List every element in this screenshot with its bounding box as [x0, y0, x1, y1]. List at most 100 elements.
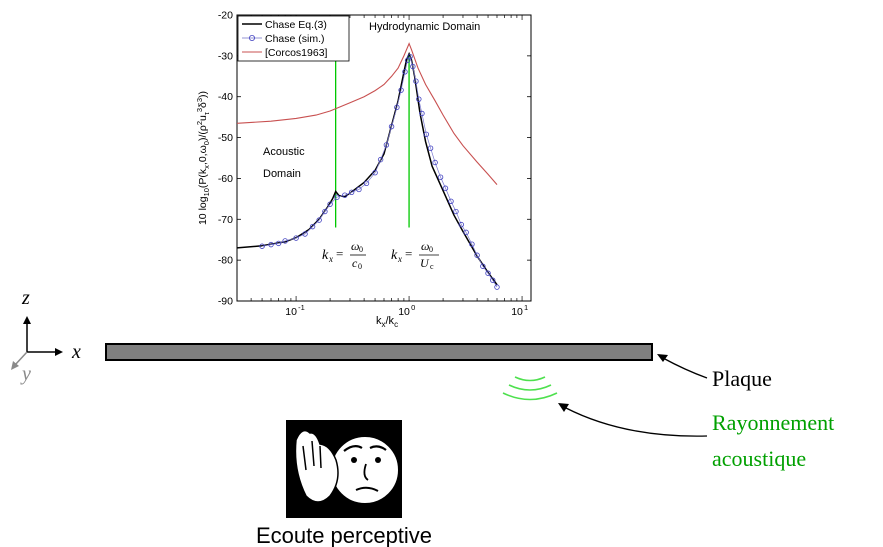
coordinate-axes: z x y: [11, 287, 81, 385]
acoustic-domain-label-line1: Acoustic: [263, 146, 305, 158]
x-tick-label-exp: 0: [411, 303, 415, 312]
plot-frame: [236, 14, 532, 302]
y-tick-label: -70: [218, 214, 233, 226]
x-axis-arrowhead: [55, 348, 63, 356]
eq1-k-sub: x: [328, 254, 333, 264]
series-chase-sim-point: [448, 198, 454, 205]
series-chase-sim-point: [356, 186, 362, 193]
y-tick-label: -20: [218, 10, 233, 22]
wave-3: [502, 392, 558, 401]
y-axis-label-coord: y: [20, 363, 31, 385]
y-tick-label: -50: [218, 132, 233, 144]
listening-hand: [294, 429, 339, 503]
legend-label-chase-eq: Chase Eq.(3): [265, 19, 327, 31]
y-tick-label: -30: [218, 50, 233, 62]
x-axis: 10 -1 10 0 10 1: [236, 15, 528, 318]
series-chase-sim-point: [302, 231, 308, 237]
series-chase-sim-point: [413, 78, 419, 84]
z-axis-arrowhead: [23, 316, 31, 324]
legend: Chase Eq.(3) Chase (sim.) [Corcos1963]: [237, 15, 350, 62]
listening-icon: [286, 420, 402, 518]
y-axis: -90 -80 -70 -60 -50 -40 -30 -20: [218, 10, 531, 308]
x-tick-label-exp: -1: [298, 303, 305, 312]
series-chase-sim-point: [383, 142, 390, 148]
x-axis-label: kx/kc: [376, 315, 398, 329]
z-axis-label: z: [21, 287, 30, 309]
y-axis-label: 10 log10(P(kx,0,ω0)/(ρ2uτ3δ3)): [195, 91, 211, 225]
plate-arrow: [662, 357, 708, 379]
radiation-arrowhead: [558, 403, 569, 412]
series-chase-sim-point: [416, 96, 422, 102]
series-corcos1963: [237, 42, 498, 185]
series-chase-sim-point: [480, 263, 486, 269]
equation-acoustic: k x = ω 0 c 0: [322, 239, 366, 271]
svg-text:10 log10(P(kx,0,ω0)/(ρ2uτ3δ3)): 10 log10(P(kx,0,ω0)/(ρ2uτ3δ3)): [195, 91, 211, 225]
radiation-label-line2: acoustique: [712, 446, 806, 471]
series-chase-sim-point: [293, 235, 299, 241]
series-chase-sim-point: [402, 69, 408, 75]
series-chase-sim-point: [442, 185, 449, 191]
acoustic-domain-label-line2: Domain: [263, 168, 301, 180]
listening-eye-right: [375, 457, 381, 463]
series-chase-sim-point: [404, 57, 411, 64]
eq1-den: c: [352, 256, 358, 270]
series-chase-sim-point: [316, 217, 322, 223]
series-chase-sim-point: [432, 159, 438, 166]
series-chase-sim-point: [407, 53, 413, 60]
plate-label: Plaque: [712, 366, 772, 391]
series-chase-sim-point: [388, 123, 395, 130]
x-tick-label: 10: [285, 306, 297, 318]
series-chase-sim-point: [490, 277, 496, 283]
series-chase-sim-point: [398, 87, 404, 93]
series-chase-sim-point: [453, 208, 459, 215]
legend-label-corcos: [Corcos1963]: [265, 47, 328, 59]
series-chase-sim-point: [485, 270, 491, 276]
x-tick-label-exp: 1: [524, 303, 528, 312]
series-chase-sim-point: [410, 63, 416, 70]
series-chase-sim-point: [282, 238, 288, 244]
y-tick-label: -60: [218, 173, 233, 185]
eq1-num: ω: [351, 239, 359, 253]
y-tick-label: -80: [218, 255, 233, 267]
spectrum-chart: -90-80-70-60-50-40-30-20 10 -1 10 0 10 1 Chas…: [195, 10, 532, 329]
plate: [105, 343, 653, 361]
series-chase-sim-point: [437, 174, 444, 180]
y-axis-arrow: [14, 351, 28, 366]
eq2-den: U: [420, 256, 430, 270]
x-tick-label: 10: [398, 306, 410, 318]
series-chase-sim-point: [423, 131, 429, 138]
eq2-den-sub: c: [430, 262, 434, 271]
eq2-k: k: [391, 248, 398, 263]
series-chase-sim-point: [327, 201, 333, 207]
acoustic-radiation-waves: [502, 376, 558, 401]
series-chase-sim-point: [458, 221, 465, 228]
series-chase-sim-point: [322, 208, 328, 215]
eq1-k: k: [322, 248, 329, 263]
wave-2: [508, 384, 552, 391]
listening-eye-left: [351, 457, 357, 463]
legend-label-chase-sim: Chase (sim.): [265, 33, 325, 45]
plot-area: [237, 42, 500, 290]
equation-hydrodynamic: k x = ω 0 U c: [391, 239, 439, 271]
plate-arrowhead: [657, 354, 668, 362]
series-chase-sim-point: [427, 145, 434, 151]
listening-label: Ecoute perceptive: [256, 523, 432, 547]
hydrodynamic-domain-label: Hydrodynamic Domain: [369, 21, 480, 33]
eq2-num-sub: 0: [429, 245, 433, 254]
eq2-k-sub: x: [397, 254, 402, 264]
series-chase-sim-point: [363, 180, 370, 187]
radiation-label-line1: Rayonnement: [712, 410, 834, 435]
eq1-equals: =: [336, 246, 343, 261]
x-tick-label: 10: [511, 306, 523, 318]
y-axis-arrowhead: [11, 361, 19, 370]
radiation-arrow: [565, 407, 708, 437]
series-chase-sim-point: [275, 240, 282, 247]
series-chase-sim-point: [334, 194, 340, 200]
series-chase-sim-point: [372, 170, 378, 176]
series-chase-sim-line: [262, 55, 498, 288]
series-chase-sim-point: [474, 252, 480, 258]
eq2-num: ω: [421, 239, 429, 253]
series-chase-sim-point: [268, 241, 274, 248]
eq1-den-sub: 0: [358, 262, 362, 271]
